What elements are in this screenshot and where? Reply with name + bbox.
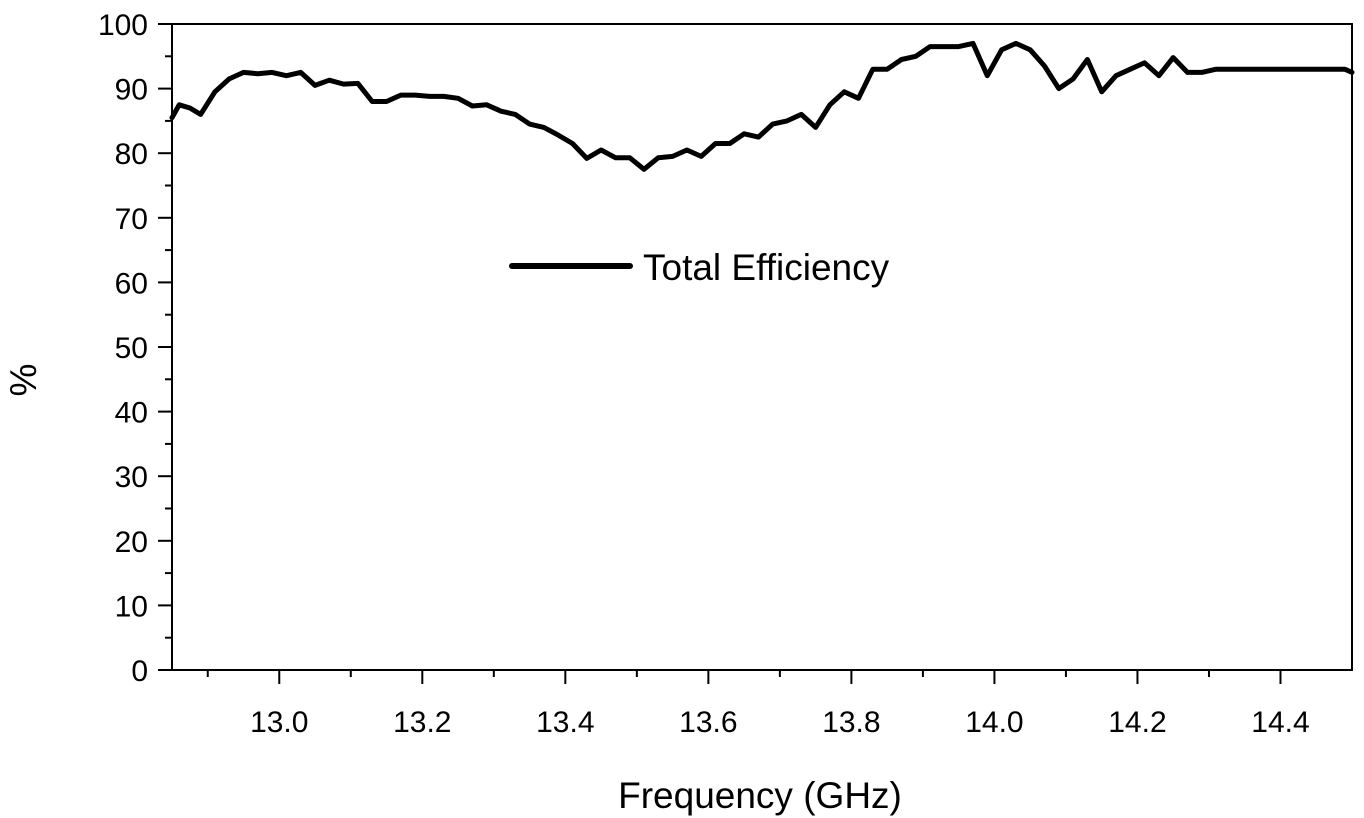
x-tick-label: 14.4	[1251, 706, 1309, 739]
series-layer	[169, 40, 1355, 172]
y-tick-label: 80	[115, 138, 148, 171]
y-tick-labels: 0 10 20 30 40 50 60 70 80 90 100	[98, 9, 148, 688]
y-tick-label: 0	[131, 655, 148, 688]
x-tick-label: 13.0	[250, 706, 308, 739]
y-tick-label: 70	[115, 203, 148, 236]
x-tick-label: 14.0	[965, 706, 1023, 739]
legend-label-total-efficiency: Total Efficiency	[643, 247, 890, 288]
legend: Total Efficiency	[509, 247, 890, 288]
x-tick-label: 13.4	[536, 706, 594, 739]
y-axis-title: %	[3, 364, 44, 397]
y-tick-label: 90	[115, 74, 148, 107]
x-tick-labels: 13.0 13.2 13.4 13.6 13.8 14.0 14.2 14.4	[250, 706, 1310, 739]
y-axis-ticks	[158, 23, 172, 671]
plot-frame	[171, 23, 1353, 671]
y-tick-label: 50	[115, 332, 148, 365]
x-axis-ticks	[206, 670, 1282, 684]
y-tick-label: 100	[98, 9, 148, 42]
y-tick-label: 30	[115, 461, 148, 494]
y-tick-label: 10	[115, 590, 148, 623]
y-tick-label: 60	[115, 267, 148, 300]
x-tick-label: 13.2	[393, 706, 451, 739]
x-axis-title: Frequency (GHz)	[618, 775, 902, 816]
x-tick-label: 13.8	[822, 706, 880, 739]
x-tick-label: 14.2	[1108, 706, 1166, 739]
y-tick-label: 20	[115, 526, 148, 559]
x-tick-label: 13.6	[679, 706, 737, 739]
series-line-total-efficiency	[169, 40, 1355, 172]
y-tick-label: 40	[115, 397, 148, 430]
